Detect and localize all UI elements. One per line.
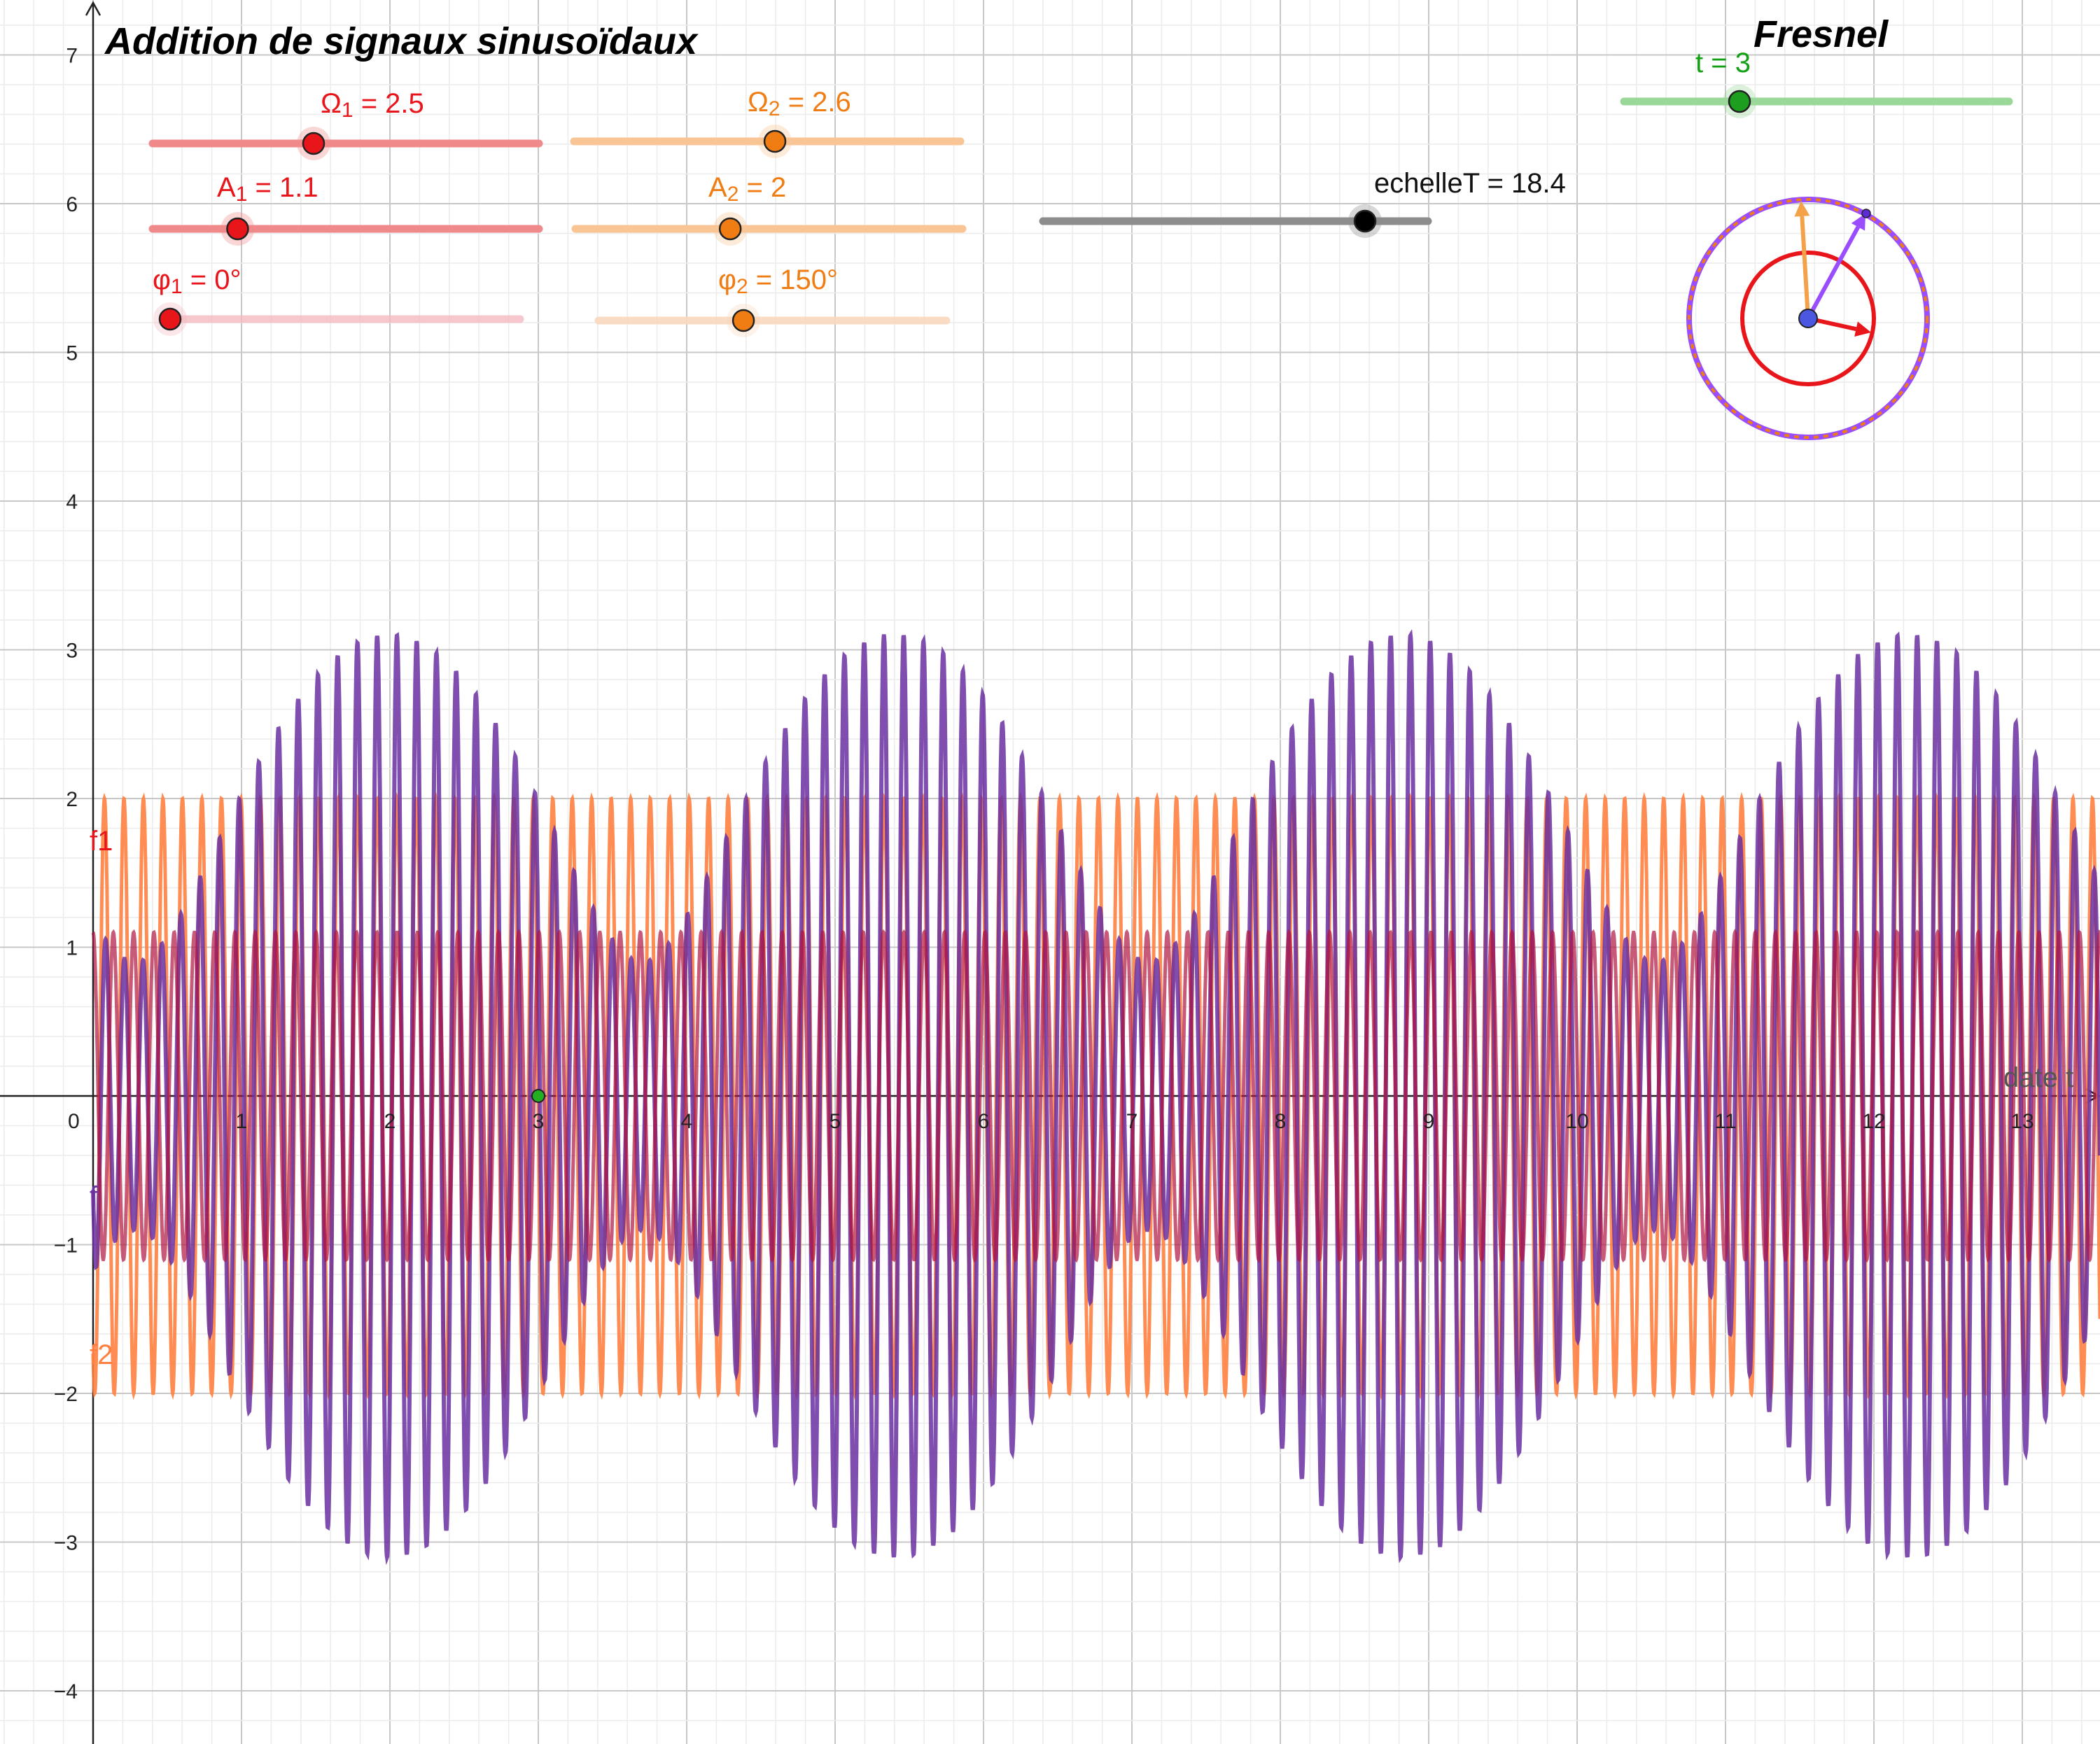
y-tick-label: 6	[66, 193, 78, 216]
f2-curve-label: f2	[90, 1339, 113, 1370]
x-tick-label: 10	[1565, 1110, 1588, 1133]
fresnel-sum-tip	[1861, 209, 1871, 218]
phi2-slider[interactable]	[594, 304, 951, 337]
fresnel-diagram	[1686, 197, 1930, 440]
omega1-slider[interactable]	[148, 127, 543, 160]
x-tick-label: 3	[533, 1110, 545, 1133]
y-axis-arrow	[85, 1, 102, 16]
echelleT-slider[interactable]	[1039, 204, 1432, 238]
phi2-label: φ2 = 150°	[718, 265, 838, 298]
sliders[interactable]	[148, 85, 2013, 337]
x-tick-label: 0	[68, 1110, 80, 1133]
omega1-label: Ω1 = 2.5	[321, 88, 424, 122]
fresnel-title: Fresnel	[1754, 13, 1889, 55]
x-tick-label: 1	[236, 1110, 248, 1133]
fresnel-circle-1	[1740, 251, 1876, 386]
y-tick-label: −3	[54, 1532, 78, 1555]
t-slider-label: t = 3	[1695, 48, 1751, 78]
f1-curve-label: f1	[90, 826, 113, 857]
A2-label: A2 = 2	[708, 172, 787, 206]
A1-slider[interactable]	[148, 212, 543, 246]
x-tick-label: 4	[681, 1110, 693, 1133]
omega2-slider[interactable]	[570, 125, 965, 158]
x-tick-label: 11	[1714, 1110, 1736, 1133]
x-tick-label: 13	[2010, 1110, 2033, 1133]
omega1-slider-knob[interactable]	[302, 132, 326, 155]
fresnel-circle-2-dash	[1688, 198, 1928, 439]
fresnel-vector-sum	[1806, 225, 1861, 320]
y-tick-label: 5	[66, 342, 78, 365]
f-curve-label: f	[90, 1181, 98, 1212]
omega2-slider-knob[interactable]	[763, 129, 787, 153]
y-tick-label: 1	[66, 937, 78, 960]
x-tick-label: 5	[830, 1110, 841, 1133]
y-tick-label: 7	[66, 45, 78, 68]
phi1-slider[interactable]	[153, 302, 524, 336]
omega2-label: Ω2 = 2.6	[748, 87, 851, 120]
x-tick-label: 9	[1423, 1110, 1435, 1133]
t-point[interactable]	[531, 1089, 545, 1103]
phi1-slider-knob[interactable]	[158, 307, 182, 331]
fresnel-vector-2-head	[1794, 201, 1810, 217]
phi1-label: φ1 = 0°	[153, 265, 241, 298]
y-tick-label: −4	[54, 1680, 78, 1703]
A2-slider-knob[interactable]	[718, 217, 742, 241]
curve-f1	[91, 929, 2100, 1263]
t-slider-knob[interactable]	[1728, 90, 1751, 113]
x-tick-label: 2	[384, 1110, 396, 1133]
curves	[91, 628, 2100, 1566]
A1-slider-knob[interactable]	[226, 217, 249, 241]
x-tick-label: 6	[978, 1110, 990, 1133]
A1-label: A1 = 1.1	[217, 172, 318, 206]
curve-f	[91, 628, 2100, 1566]
x-axis-label: date t	[2003, 1062, 2074, 1093]
y-tick-label: 4	[66, 491, 78, 514]
y-tick-label: 2	[66, 788, 78, 811]
fresnel-origin	[1798, 309, 1818, 328]
app-title: Addition de signaux sinusoïdaux	[105, 20, 698, 62]
y-tick-label: −2	[54, 1383, 78, 1406]
phi2-slider-knob[interactable]	[732, 309, 755, 332]
x-tick-label: 7	[1126, 1110, 1138, 1133]
echelleT-label: echelleT = 18.4	[1374, 168, 1566, 199]
y-tick-label: −1	[54, 1235, 78, 1258]
y-tick-label: 3	[66, 640, 78, 663]
x-tick-label: 8	[1275, 1110, 1287, 1133]
x-tick-label: 12	[1862, 1110, 1885, 1133]
t-slider[interactable]	[1620, 85, 2013, 118]
fresnel-vector-1-head	[1854, 321, 1871, 337]
echelleT-slider-knob[interactable]	[1353, 209, 1377, 233]
fresnel-vector-sum-head	[1851, 213, 1865, 231]
A2-slider[interactable]	[571, 212, 967, 246]
fresnel-vector-2	[1800, 216, 1810, 319]
